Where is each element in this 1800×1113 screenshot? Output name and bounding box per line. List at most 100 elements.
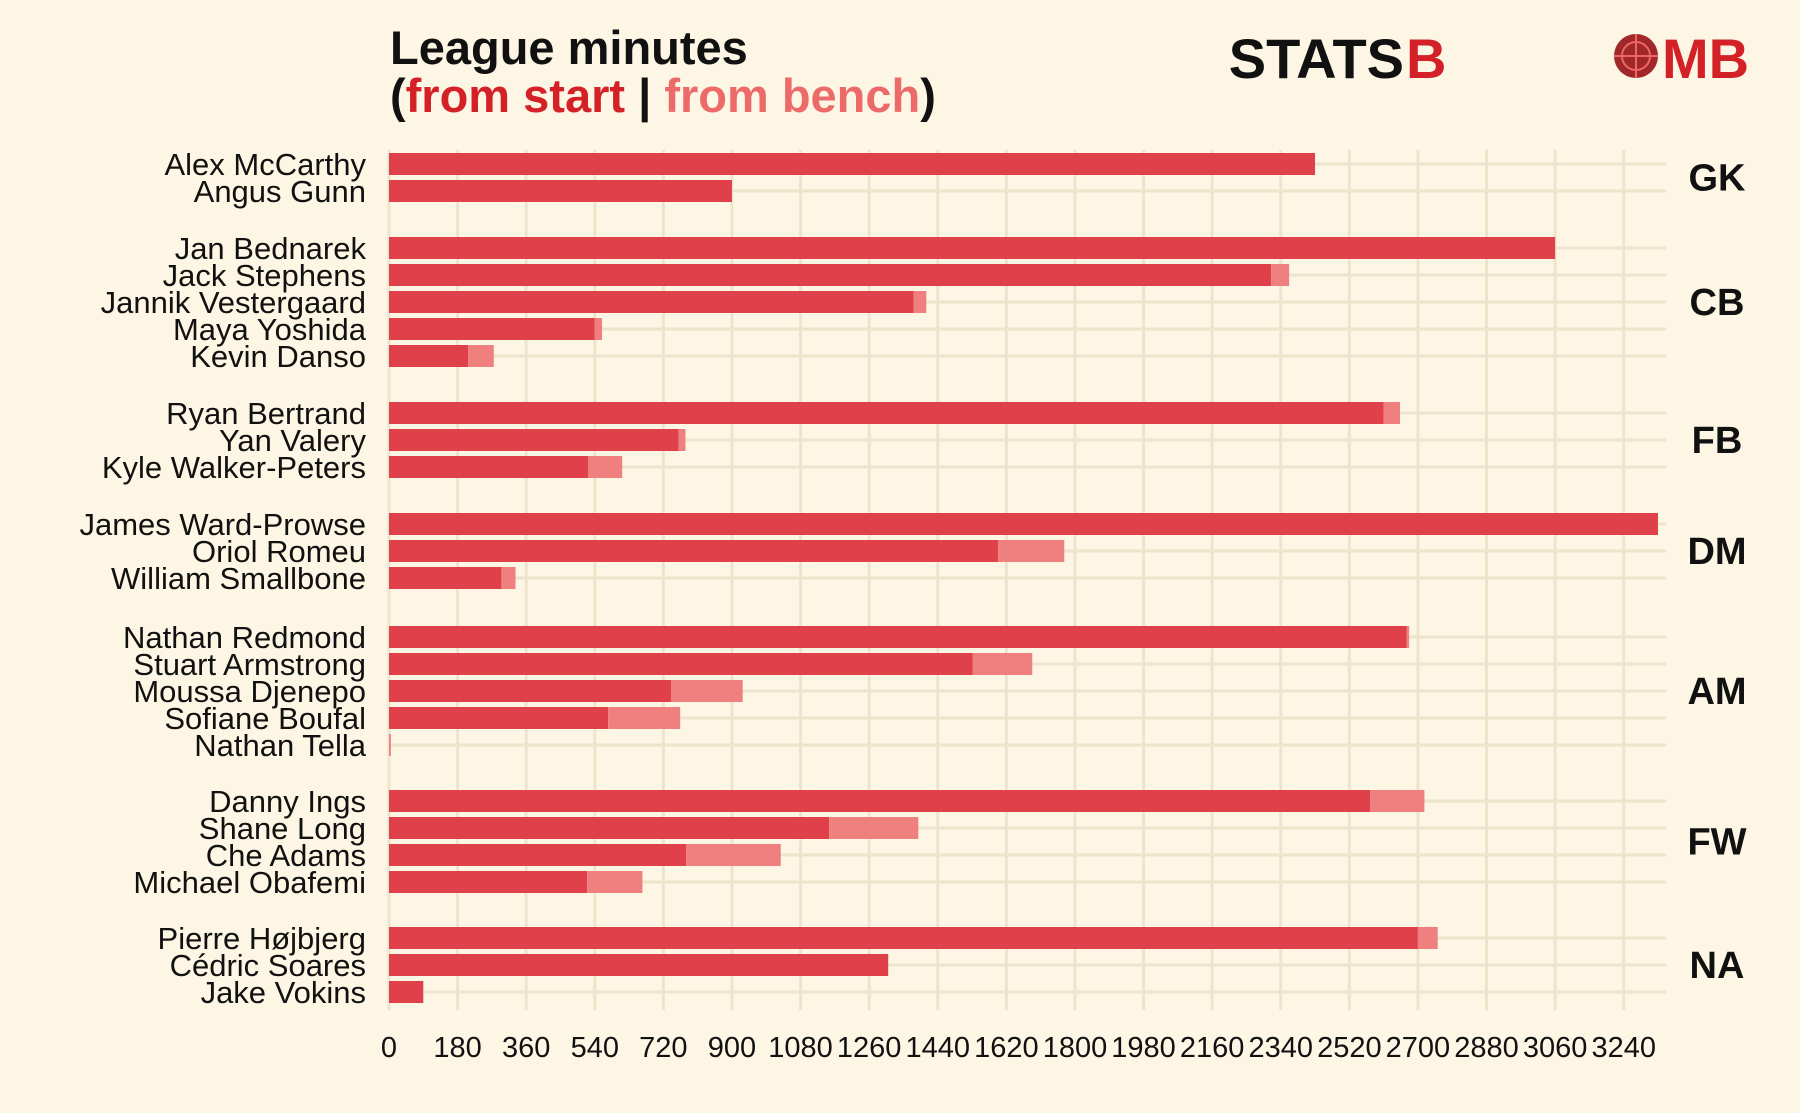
player-label: Cédric Soares bbox=[170, 948, 366, 983]
x-tick-label: 1440 bbox=[905, 1032, 970, 1064]
bar-from-bench bbox=[1271, 264, 1290, 286]
player-label: Sofiane Boufal bbox=[164, 701, 366, 736]
player-label: Nathan Redmond bbox=[123, 620, 366, 655]
bar-from-start bbox=[389, 402, 1384, 424]
x-tick-label: 0 bbox=[381, 1032, 397, 1064]
bar-from-start bbox=[389, 653, 973, 675]
x-tick-label: 3240 bbox=[1591, 1032, 1656, 1064]
bar-from-start bbox=[389, 871, 588, 893]
bar-from-bench bbox=[686, 844, 781, 866]
bar-from-start bbox=[389, 180, 732, 202]
position-group-label: NA bbox=[1690, 945, 1745, 987]
player-label: Ryan Bertrand bbox=[166, 396, 366, 431]
bar-from-bench bbox=[468, 345, 494, 367]
position-group-label: FW bbox=[1687, 822, 1746, 864]
player-label: Kyle Walker-Peters bbox=[102, 450, 366, 485]
player-label: Angus Gunn bbox=[194, 174, 366, 209]
bar-from-start bbox=[389, 927, 1418, 949]
bar-from-bench bbox=[1417, 927, 1438, 949]
player-label: Nathan Tella bbox=[194, 728, 367, 763]
bar-from-start bbox=[389, 456, 589, 478]
player-label: James Ward-Prowse bbox=[79, 507, 366, 542]
player-label: Stuart Armstrong bbox=[133, 647, 366, 682]
bar-from-bench bbox=[997, 540, 1065, 562]
x-tick-label: 2340 bbox=[1248, 1032, 1313, 1064]
player-label: Jan Bednarek bbox=[175, 231, 367, 266]
bar-from-start bbox=[389, 567, 502, 589]
bar-from-bench bbox=[1383, 402, 1401, 424]
position-group-label: AM bbox=[1687, 671, 1746, 713]
bar-from-start bbox=[389, 817, 830, 839]
player-label: Alex McCarthy bbox=[164, 147, 366, 182]
bar-from-start bbox=[389, 513, 1658, 535]
bar-from-start bbox=[389, 981, 424, 1003]
player-label: Che Adams bbox=[206, 838, 366, 873]
chart-title: League minutes bbox=[390, 21, 748, 74]
player-label: Moussa Djenepo bbox=[133, 674, 366, 709]
chart-subtitle: (from start | from bench) bbox=[390, 69, 936, 122]
bar-from-bench bbox=[913, 291, 927, 313]
bar-from-bench bbox=[587, 871, 643, 893]
x-tick-label: 1260 bbox=[837, 1032, 902, 1064]
bar-from-start bbox=[389, 954, 889, 976]
statsbomb-logo: STATS B MB bbox=[1229, 27, 1749, 90]
position-group-label: FB bbox=[1692, 420, 1743, 462]
x-tick-label: 180 bbox=[433, 1032, 481, 1064]
player-label: Jack Stephens bbox=[163, 258, 366, 293]
bar-from-bench bbox=[1370, 790, 1425, 812]
bar-from-start bbox=[389, 153, 1316, 175]
bars bbox=[389, 153, 1658, 1003]
bar-from-start bbox=[389, 626, 1407, 648]
x-tick-label: 1620 bbox=[974, 1032, 1039, 1064]
bar-from-bench bbox=[678, 429, 686, 451]
from-bench-label: from bench bbox=[664, 69, 920, 122]
x-tick-label: 3060 bbox=[1523, 1032, 1588, 1064]
logo-b: B bbox=[1406, 27, 1446, 90]
bar-from-bench bbox=[608, 707, 681, 729]
player-label: Maya Yoshida bbox=[173, 312, 367, 347]
x-tick-label: 1980 bbox=[1111, 1032, 1176, 1064]
position-group-label: GK bbox=[1689, 158, 1747, 200]
bar-from-start bbox=[389, 680, 671, 702]
position-group-label: DM bbox=[1687, 531, 1746, 573]
bar-from-bench bbox=[389, 734, 391, 756]
player-label: Pierre Højbjerg bbox=[158, 921, 366, 956]
logo-mb: MB bbox=[1662, 27, 1749, 90]
x-tick-label: 2880 bbox=[1454, 1032, 1519, 1064]
x-tick-label: 2700 bbox=[1386, 1032, 1451, 1064]
group-labels: GK CB FB DM AM FW NA bbox=[1687, 158, 1746, 988]
player-label: Jannik Vestergaard bbox=[101, 285, 366, 320]
bar-from-bench bbox=[1406, 626, 1410, 648]
player-label: Shane Long bbox=[199, 811, 366, 846]
player-label: Michael Obafemi bbox=[133, 865, 366, 900]
player-label: Yan Valery bbox=[219, 423, 367, 458]
bar-from-bench bbox=[972, 653, 1033, 675]
x-tick-label: 1800 bbox=[1043, 1032, 1108, 1064]
player-label: Oriol Romeu bbox=[192, 534, 366, 569]
x-axis-ticks: 0 180 360 540 720 900 1080 1260 1440 1620 1800 1980… bbox=[381, 1032, 1656, 1064]
bar-from-bench bbox=[501, 567, 516, 589]
bar-from-start bbox=[389, 237, 1556, 259]
x-tick-label: 2520 bbox=[1317, 1032, 1382, 1064]
bar-from-start bbox=[389, 429, 679, 451]
bar-from-start bbox=[389, 790, 1371, 812]
bar-from-bench bbox=[594, 318, 603, 340]
player-label: Kevin Danso bbox=[190, 339, 366, 374]
x-tick-label: 360 bbox=[502, 1032, 550, 1064]
position-group-label: CB bbox=[1690, 282, 1745, 324]
bar-from-start bbox=[389, 540, 998, 562]
bar-from-start bbox=[389, 318, 595, 340]
x-tick-label: 1080 bbox=[768, 1032, 833, 1064]
bar-from-start bbox=[389, 707, 609, 729]
bar-from-start bbox=[389, 264, 1272, 286]
bar-from-start bbox=[389, 345, 469, 367]
player-label: Danny Ings bbox=[209, 784, 366, 819]
bomb-icon bbox=[1614, 34, 1658, 78]
bar-from-bench bbox=[671, 680, 743, 702]
x-tick-label: 2160 bbox=[1180, 1032, 1245, 1064]
bar-from-bench bbox=[829, 817, 919, 839]
bar-from-start bbox=[389, 291, 914, 313]
player-label: William Smallbone bbox=[111, 561, 366, 596]
